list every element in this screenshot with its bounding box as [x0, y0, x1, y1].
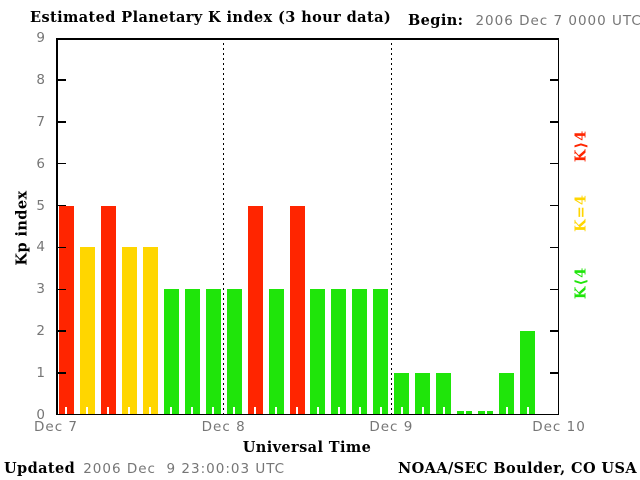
kp-bar	[247, 205, 263, 415]
axis-minor-tick	[463, 411, 466, 415]
y-tick-right	[549, 121, 558, 123]
axis-minor-tick	[358, 407, 361, 415]
y-tick-label: 9	[36, 30, 46, 46]
y-tick-left	[57, 121, 66, 123]
y-tick-right	[549, 372, 558, 374]
updated-info: Updated 2006 Dec 9 23:00:03 UTC	[4, 460, 285, 477]
y-tick-left	[57, 372, 66, 374]
y-tick-left	[57, 204, 66, 207]
plot-frame-bottom	[56, 413, 559, 415]
y-tick-label: 3	[36, 281, 46, 298]
y-tick-right	[549, 162, 558, 165]
y-tick-left	[57, 330, 66, 332]
kp-bar	[520, 331, 536, 415]
y-tick-left	[57, 162, 66, 165]
x-day-label: Dec 8	[201, 419, 246, 435]
y-tick-right	[549, 288, 558, 291]
y-tick-label: 7	[36, 113, 46, 130]
kp-bar	[184, 289, 200, 415]
axis-minor-tick	[65, 407, 68, 415]
y-tick-right	[549, 330, 558, 332]
axis-minor-tick	[316, 407, 319, 415]
kp-bar	[289, 205, 305, 415]
axis-minor-tick	[191, 407, 194, 415]
begin-value: 2006 Dec 7 0000 UTC	[475, 13, 640, 29]
axis-minor-tick	[86, 407, 89, 415]
kp-bar	[394, 373, 410, 415]
axis-minor-tick	[526, 407, 529, 415]
begin-info: Begin: 2006 Dec 7 0000 UTC	[408, 12, 640, 29]
legend-item: K⟨4	[572, 266, 590, 300]
axis-minor-tick	[212, 407, 215, 415]
kp-bar	[268, 289, 284, 415]
plot-area	[56, 38, 559, 415]
kp-bar	[79, 247, 95, 415]
axis-minor-tick	[296, 407, 299, 415]
day-boundary-line	[223, 38, 225, 415]
plot-frame-right	[557, 38, 559, 415]
axis-minor-tick	[128, 407, 131, 415]
kp-bar	[415, 373, 431, 415]
y-tick-label: 5	[36, 197, 46, 214]
day-boundary-line	[390, 38, 392, 415]
y-tick-label: 8	[36, 71, 46, 88]
kp-bar	[310, 289, 326, 415]
y-tick-label: 0	[36, 407, 46, 423]
begin-label: Begin:	[408, 12, 464, 29]
y-tick-label: 4	[36, 239, 46, 256]
kp-bar	[58, 205, 74, 415]
chart-title: Estimated Planetary K index (3 hour data…	[30, 9, 392, 26]
axis-minor-tick	[421, 407, 424, 415]
axis-minor-tick	[233, 407, 236, 415]
y-tick-left	[57, 288, 66, 291]
axis-minor-tick	[379, 407, 382, 415]
updated-label: Updated	[4, 460, 76, 477]
axis-minor-tick	[505, 407, 508, 415]
y-axis-title: Kp index	[13, 190, 31, 266]
kp-bar	[226, 289, 242, 415]
y-tick-right	[549, 246, 558, 249]
axis-minor-tick	[107, 407, 110, 415]
plot-frame-top	[56, 38, 559, 40]
kp-bar	[373, 289, 389, 415]
kp-bar	[205, 289, 221, 415]
x-day-label: Dec 9	[369, 419, 414, 435]
kp-bar	[100, 205, 116, 415]
kp-bar	[331, 289, 347, 415]
axis-minor-tick	[484, 411, 487, 415]
axis-minor-tick	[442, 407, 445, 415]
credit-text: NOAA/SEC Boulder, CO USA	[397, 460, 637, 477]
y-tick-label: 2	[36, 323, 46, 340]
axis-minor-tick	[337, 407, 340, 415]
kp-bar	[163, 289, 179, 415]
x-axis-title: Universal Time	[242, 439, 372, 456]
plot-frame-left	[56, 38, 58, 415]
y-tick-left	[57, 79, 66, 81]
y-tick-label: 6	[36, 155, 46, 172]
axis-minor-tick	[275, 407, 278, 415]
y-tick-right	[549, 79, 558, 81]
updated-value: 2006 Dec 9 23:00:03 UTC	[83, 461, 286, 477]
axis-minor-tick	[254, 407, 257, 415]
kp-bar	[436, 373, 452, 415]
y-tick-label: 1	[36, 365, 46, 382]
axis-minor-tick	[149, 407, 152, 415]
kp-bar	[352, 289, 368, 415]
axis-minor-tick	[400, 407, 403, 415]
x-day-label: Dec 10	[532, 419, 586, 435]
legend-item: K⟩4	[572, 129, 590, 163]
kp-bar	[499, 373, 515, 415]
legend-item: K=4	[572, 194, 590, 232]
x-day-label: Dec 7	[33, 419, 79, 435]
axis-minor-tick	[170, 407, 173, 415]
y-tick-right	[549, 204, 558, 207]
y-tick-left	[57, 246, 66, 249]
kp-bar	[142, 247, 158, 415]
kp-bar	[121, 247, 137, 415]
